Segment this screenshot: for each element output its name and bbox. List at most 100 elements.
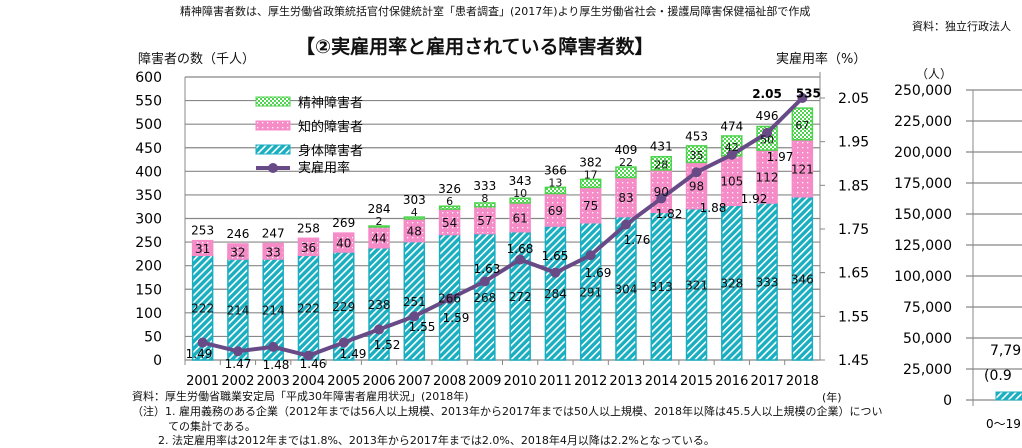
- data-label-intellectual: 69: [548, 204, 563, 218]
- x-tick-label: 2012: [574, 374, 607, 389]
- right-source: 資料：独立行政法人: [912, 20, 1011, 33]
- data-label-physical: 251: [403, 295, 426, 309]
- data-label-rate: 1.82: [656, 207, 683, 221]
- data-label-physical: 333: [756, 275, 779, 289]
- data-label-physical: 328: [720, 277, 743, 291]
- data-label-physical: 284: [544, 287, 567, 301]
- data-label-total: 409: [615, 143, 638, 157]
- data-label-rate: 1.55: [409, 320, 436, 334]
- rate-point: [479, 276, 490, 287]
- data-label-rate: 1.68: [507, 242, 534, 256]
- legend-marker-rate: [268, 163, 278, 173]
- y2-tick-label: 2.05: [838, 91, 869, 107]
- data-label-intellectual: 90: [654, 185, 669, 199]
- y-tick-label: 250,000: [894, 83, 952, 99]
- data-label-mental: 13: [548, 176, 562, 189]
- x-tick-label: 2008: [433, 374, 466, 389]
- rate-point: [444, 293, 455, 304]
- data-label-total: 253: [191, 224, 214, 238]
- rate-point: [797, 93, 808, 103]
- x-tick-label: 2013: [609, 374, 642, 389]
- rate-point: [303, 350, 314, 361]
- x-tick-label: 2018: [786, 374, 819, 389]
- x-tick-label: 2010: [504, 374, 537, 389]
- data-label-total: 453: [685, 129, 708, 143]
- rate-point: [691, 167, 702, 178]
- y-tick-label: 150,000: [894, 207, 952, 223]
- data-label-intellectual: 57: [477, 214, 492, 228]
- rate-point: [762, 127, 773, 138]
- data-label-mental: 10: [513, 187, 527, 200]
- data-label-rate: 1.92: [741, 192, 768, 206]
- x-tick-label: 2001: [186, 374, 219, 389]
- data-label-total: 258: [297, 221, 320, 235]
- footer-note1-cont: ての集計である。: [168, 420, 256, 433]
- data-label-physical: 291: [579, 285, 602, 299]
- rate-point: [338, 337, 349, 348]
- rate-point: [268, 341, 279, 352]
- data-label-mental: 8: [481, 192, 488, 205]
- y-tick-label: 600: [135, 70, 162, 86]
- data-label-physical: 266: [438, 291, 461, 305]
- rate-point: [374, 324, 385, 335]
- y2-tick-label: 1.85: [838, 178, 869, 194]
- y-axis-label: 障害者の数（千人）: [138, 52, 256, 67]
- bar-mental: [615, 166, 637, 179]
- y-tick-label: 100,000: [894, 269, 952, 285]
- data-label-intellectual: 44: [371, 231, 386, 245]
- x-axis-label: (年): [822, 391, 842, 404]
- data-label-physical: 222: [191, 302, 214, 316]
- rate-point: [515, 254, 526, 265]
- data-label-physical: 222: [297, 302, 320, 316]
- data-label-total: 326: [438, 182, 461, 196]
- data-label-physical: 272: [509, 290, 532, 304]
- y-tick-label: 350: [135, 188, 162, 204]
- y-tick-label: 400: [135, 164, 162, 180]
- legend-swatch-physical: [255, 144, 291, 155]
- data-label-rate: 1.49: [186, 347, 213, 361]
- bar-intellectual: [227, 243, 249, 260]
- data-label-intellectual: 40: [336, 237, 351, 251]
- data-label: 7,79: [990, 343, 1021, 359]
- x-tick-label: 2015: [680, 374, 713, 389]
- y-tick-label: 250: [135, 235, 162, 251]
- data-label-rate: 1.59: [443, 311, 470, 325]
- bar-intellectual: [333, 232, 355, 253]
- bar-intellectual: [262, 242, 284, 260]
- data-label-rate: 1.65: [542, 249, 569, 263]
- y-tick-label: 50: [144, 329, 162, 345]
- data-label-physical: 229: [332, 300, 355, 314]
- data-label-physical: 321: [685, 278, 708, 292]
- data-label-rate: 1.46: [300, 357, 327, 371]
- data-label-intellectual: 98: [689, 179, 704, 193]
- bar-mental: [544, 186, 567, 195]
- data-label-mental: 28: [654, 158, 668, 171]
- y-tick-label: 50,000: [903, 331, 952, 347]
- data-label-total: 303: [403, 193, 426, 207]
- y2-tick-label: 1.55: [838, 309, 869, 325]
- y-tick-label: 25,000: [903, 362, 952, 378]
- bar-mental: [474, 202, 496, 208]
- right-y-axis-label: （人）: [916, 67, 953, 81]
- data-label-physical: 214: [226, 304, 249, 318]
- data-label-intellectual: 75: [583, 199, 598, 213]
- x-tick-label: 2014: [645, 374, 678, 389]
- data-label-rate: 1.63: [474, 262, 501, 276]
- data-label-mental: 35: [690, 149, 704, 162]
- y-tick-label: 0: [943, 393, 952, 409]
- data-label-total: 246: [226, 227, 249, 241]
- data-label-total: 269: [332, 216, 355, 230]
- bar-intellectual: [297, 237, 320, 257]
- x-tick-label: 2016: [715, 374, 748, 389]
- data-label-total: 247: [262, 226, 285, 240]
- data-label-physical: 214: [262, 304, 285, 318]
- data-label-intellectual: 48: [407, 224, 422, 238]
- footer-note1: （注）1. 雇用義務のある企業（2012年までは56人以上規模、2013年から2…: [132, 405, 883, 418]
- rate-point: [550, 267, 561, 278]
- source-note: 精神障害者数は、厚生労働省政策統括官付保健統計室「患者調査」(2017年)より厚…: [180, 5, 811, 18]
- y-tick-label: 0: [153, 353, 162, 369]
- y-tick-label: 175,000: [894, 176, 952, 192]
- data-label-rate: 1.97: [767, 150, 794, 164]
- bar-mental: [791, 107, 814, 141]
